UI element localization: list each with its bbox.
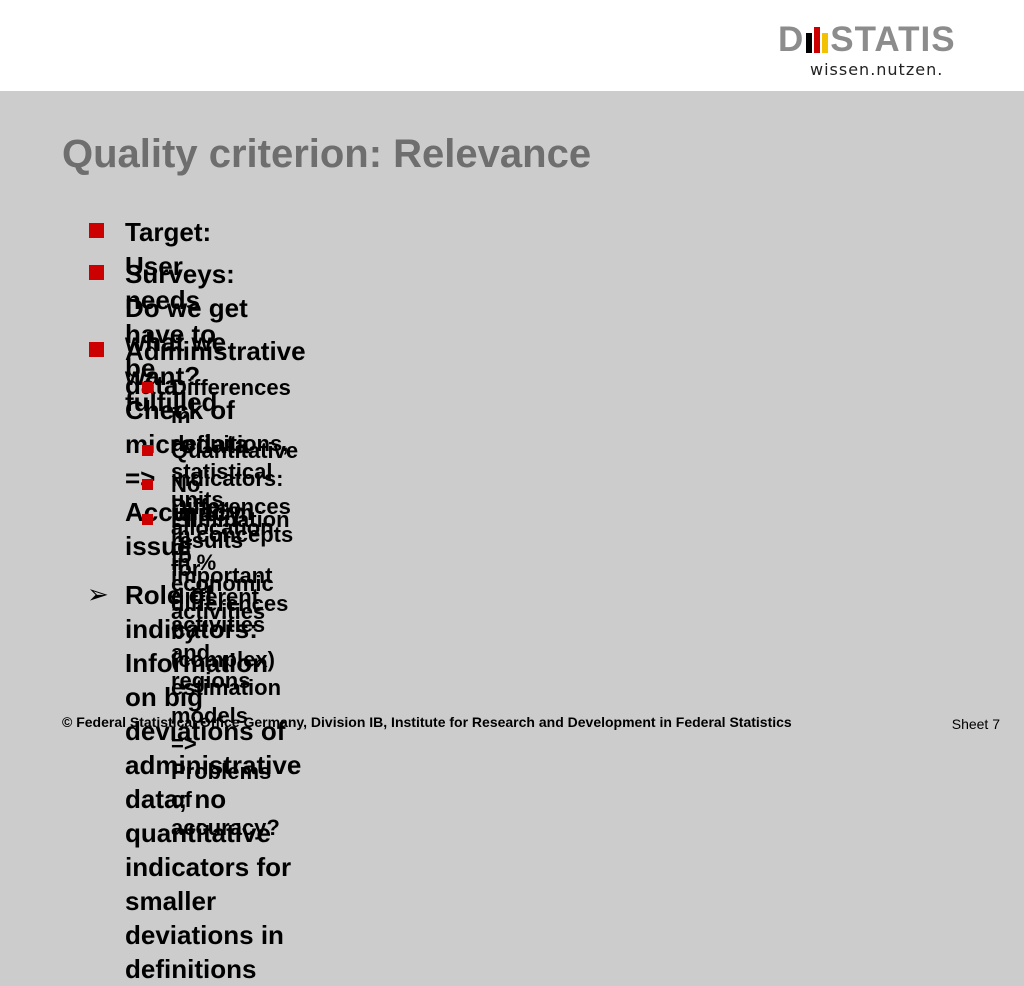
square-bullet-icon (142, 382, 153, 393)
destatis-logo[interactable]: D STATIS wissen.nutzen. (778, 22, 988, 82)
logo-tagline: wissen.nutzen. (810, 60, 944, 79)
arrow-bullet-line1: Role of indicators: Information on big d… (125, 580, 286, 746)
sub-bullet-text: No uniform results for different activit… (171, 472, 266, 693)
square-bullet-icon (89, 342, 104, 357)
sub-bullet-line2: activities (171, 599, 266, 624)
bullet-role-of-indicators: ➢ Role of indicators: Information on big… (87, 578, 302, 986)
bullet-administrative-data: Administrative data: (89, 334, 306, 402)
german-flag-icon (806, 27, 829, 53)
sub-bullet-line1: Elimination of important differences by … (171, 507, 290, 728)
logo-letters-statis: STATIS (830, 20, 956, 59)
arrow-bullet-line3: deviations in definitions (125, 920, 284, 984)
bullet-text: Target: User needs have to be fulfilled (125, 217, 218, 417)
sheet-number: Sheet 7 (951, 716, 1000, 732)
header-bar: D STATIS wissen.nutzen. (0, 0, 1024, 91)
sub-bullet-no-uniform: No uniform results for different activit… (142, 471, 266, 695)
square-bullet-icon (142, 479, 153, 490)
sub-bullet-differences: Differences in definitions, statistical … (142, 374, 291, 626)
sub-bullet-quantitative: Quantitative indicators: Differences in … (142, 437, 299, 577)
bullet-text-line1: Surveys: Do we get what we want? (125, 259, 248, 391)
square-bullet-icon (142, 445, 153, 456)
footer-copyright: © Federal Statistical Office Germany, Di… (62, 714, 792, 730)
sub-bullet-text: Quantitative indicators: Differences in … (171, 438, 299, 575)
square-bullet-icon (89, 223, 104, 238)
bullet-surveys: Surveys: Do we get what we want? Check o… (89, 257, 250, 563)
logo-wordmark: D STATIS (778, 22, 956, 58)
bullet-target: Target: User needs have to be fulfilled (89, 215, 218, 419)
arrow-bullet-line2: administrative data; no quantitative ind… (125, 750, 302, 916)
logo-letter-d: D (778, 20, 805, 59)
square-bullet-icon (89, 265, 104, 280)
arrow-bullet-icon: ➢ (87, 580, 109, 610)
square-bullet-icon (142, 514, 153, 525)
bullet-text-line2: Check of microdata => Accuracy issue (125, 395, 250, 561)
sub-bullet-line1: Differences in definitions, statistical … (171, 375, 291, 596)
bullet-text: Administrative data: (125, 336, 306, 400)
slide-title: Quality criterion: Relevance (62, 132, 592, 176)
